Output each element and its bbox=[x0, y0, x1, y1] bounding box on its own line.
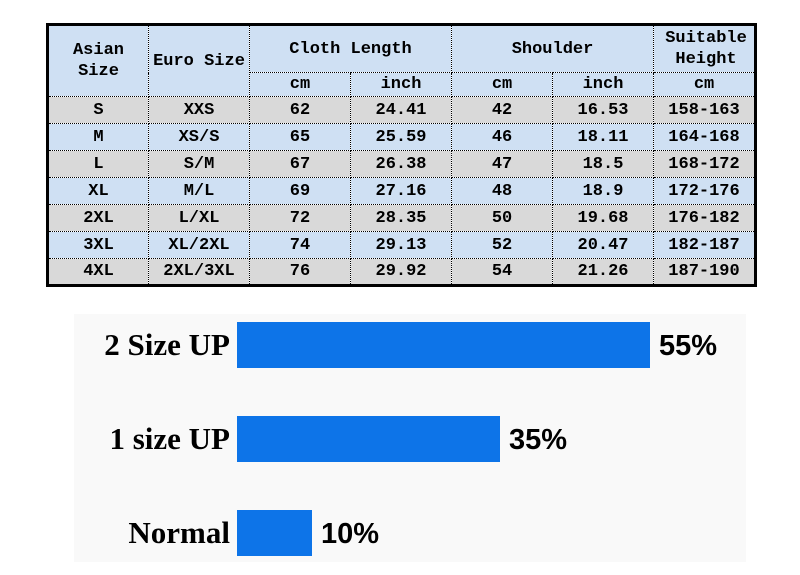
table-row: M XS/S 65 25.59 46 18.11 164-168 bbox=[47, 123, 757, 151]
table-cell: M bbox=[47, 123, 149, 151]
table-cell: 52 bbox=[451, 231, 554, 259]
bar-value-label: 55% bbox=[659, 330, 718, 362]
table-cell: 28.35 bbox=[349, 204, 453, 232]
table-cell: 24.41 bbox=[349, 96, 453, 124]
bar-category-label: Normal bbox=[128, 515, 230, 550]
table-cell: 158-163 bbox=[653, 96, 757, 124]
table-cell: 69 bbox=[249, 177, 351, 205]
table-row: L S/M 67 26.38 47 18.5 168-172 bbox=[47, 150, 757, 178]
bar-category-label: 2 Size UP bbox=[104, 327, 230, 362]
table-cell: 25.59 bbox=[349, 123, 453, 151]
table-row: S XXS 62 24.41 42 16.53 158-163 bbox=[47, 96, 757, 124]
header-euro-size: Euro Size bbox=[148, 24, 250, 97]
table-cell: 18.9 bbox=[552, 177, 655, 205]
bar-value-label: 10% bbox=[321, 518, 380, 550]
header-cloth-length: Cloth Length bbox=[248, 24, 453, 73]
table-cell: XXS bbox=[148, 96, 250, 124]
table-cell: 46 bbox=[451, 123, 554, 151]
bar bbox=[237, 416, 500, 462]
table-cell: 74 bbox=[249, 231, 351, 259]
table-cell: 21.26 bbox=[552, 258, 655, 286]
table-cell: 62 bbox=[249, 96, 351, 124]
table-cell: 18.11 bbox=[552, 123, 655, 151]
table-cell: M/L bbox=[148, 177, 250, 205]
header-asian-size: Asian Size bbox=[47, 24, 149, 97]
bar bbox=[237, 510, 312, 556]
table-row: 2XL L/XL 72 28.35 50 19.68 176-182 bbox=[47, 204, 757, 232]
table-row: 4XL 2XL/3XL 76 29.92 54 21.26 187-190 bbox=[47, 258, 757, 286]
table-cell: 26.38 bbox=[349, 150, 453, 178]
table-cell: S/M bbox=[148, 150, 250, 178]
table-cell: 47 bbox=[451, 150, 554, 178]
table-cell: 4XL bbox=[47, 258, 149, 286]
table-cell: 3XL bbox=[47, 231, 149, 259]
table-cell: 76 bbox=[249, 258, 351, 286]
table-cell: 42 bbox=[451, 96, 554, 124]
table-cell: 18.5 bbox=[552, 150, 655, 178]
table-cell: 164-168 bbox=[653, 123, 757, 151]
table-cell: 50 bbox=[451, 204, 554, 232]
size-table-header: Asian Size Euro Size Cloth Length Should… bbox=[47, 24, 757, 97]
table-row: XL M/L 69 27.16 48 18.9 172-176 bbox=[47, 177, 757, 205]
size-table-body: S XXS 62 24.41 42 16.53 158-163 M XS/S 65 25.59 46 1… bbox=[47, 96, 757, 286]
chart-row: Normal 10% bbox=[0, 510, 800, 556]
table-cell: XL/2XL bbox=[148, 231, 250, 259]
header-shoulder-inch: inch bbox=[552, 72, 655, 97]
table-cell: 29.13 bbox=[349, 231, 453, 259]
header-suitable-height: Suitable Height bbox=[653, 24, 757, 73]
bar bbox=[237, 322, 650, 368]
header-shoulder-cm: cm bbox=[451, 72, 554, 97]
bar-value-label: 35% bbox=[509, 424, 568, 456]
table-cell: 2XL bbox=[47, 204, 149, 232]
table-cell: 20.47 bbox=[552, 231, 655, 259]
table-cell: L/XL bbox=[148, 204, 250, 232]
header-height-cm: cm bbox=[653, 72, 757, 97]
header-cloth-cm: cm bbox=[249, 72, 351, 97]
table-cell: 65 bbox=[249, 123, 351, 151]
header-shoulder: Shoulder bbox=[451, 24, 655, 73]
table-cell: XS/S bbox=[148, 123, 250, 151]
chart-row: 2 Size UP 55% bbox=[0, 322, 800, 368]
header-cloth-inch: inch bbox=[349, 72, 453, 97]
table-cell: 72 bbox=[249, 204, 351, 232]
table-cell: 54 bbox=[451, 258, 554, 286]
table-cell: 29.92 bbox=[349, 258, 453, 286]
table-cell: 182-187 bbox=[653, 231, 757, 259]
chart-row: 1 size UP 35% bbox=[0, 416, 800, 462]
table-cell: 16.53 bbox=[552, 96, 655, 124]
table-cell: 168-172 bbox=[653, 150, 757, 178]
table-cell: 48 bbox=[451, 177, 554, 205]
table-cell: S bbox=[47, 96, 149, 124]
table-cell: XL bbox=[47, 177, 149, 205]
table-cell: 187-190 bbox=[653, 258, 757, 286]
bar-category-label: 1 size UP bbox=[109, 421, 230, 456]
size-table: Asian Size Euro Size Cloth Length Should… bbox=[46, 23, 758, 287]
table-cell: L bbox=[47, 150, 149, 178]
table-cell: 19.68 bbox=[552, 204, 655, 232]
table-cell: 27.16 bbox=[349, 177, 453, 205]
table-cell: 2XL/3XL bbox=[148, 258, 250, 286]
table-cell: 67 bbox=[249, 150, 351, 178]
table-cell: 172-176 bbox=[653, 177, 757, 205]
table-cell: 176-182 bbox=[653, 204, 757, 232]
table-row: 3XL XL/2XL 74 29.13 52 20.47 182-187 bbox=[47, 231, 757, 259]
